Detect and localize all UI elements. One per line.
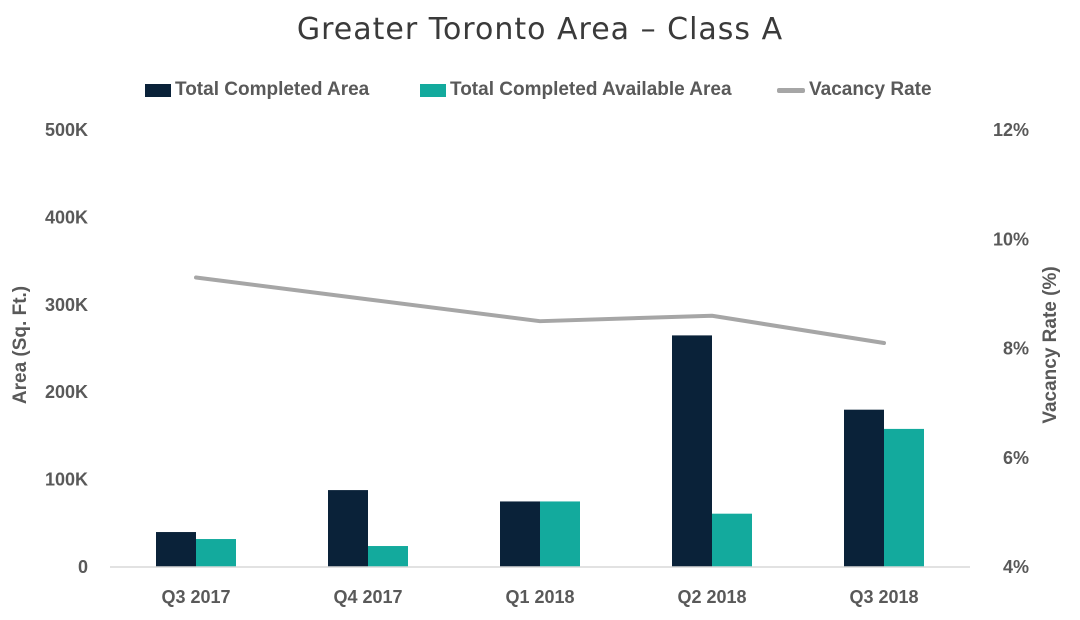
y-tick-label: 300K <box>45 295 88 315</box>
legend-label-vacancy: Vacancy Rate <box>809 79 932 100</box>
bar-total-completed <box>844 409 884 567</box>
y-tick-label: 200K <box>45 382 88 402</box>
left-axis-ticks: 0 100K 200K 300K 400K 500K <box>45 120 88 577</box>
legend-label-available: Total Completed Available Area <box>450 79 732 100</box>
x-tick-label: Q3 2017 <box>161 587 230 607</box>
y-tick-label: 100K <box>45 470 88 490</box>
y2-tick-label: 10% <box>993 229 1029 249</box>
chart-title: Greater Toronto Area – Class A <box>296 12 784 47</box>
x-tick-label: Q4 2017 <box>333 587 402 607</box>
bar-series <box>156 335 924 567</box>
bar-total-completed <box>156 532 196 567</box>
bar-total-completed <box>500 501 540 567</box>
bar-available <box>540 501 580 567</box>
x-tick-label: Q1 2018 <box>505 587 574 607</box>
y2-axis-title: Vacancy Rate (%) <box>1040 266 1061 423</box>
bar-total-completed <box>328 490 368 567</box>
y2-tick-label: 8% <box>1003 339 1029 359</box>
bar-available <box>884 428 924 567</box>
legend-item-available: Total Completed Available Area <box>420 78 732 102</box>
y-tick-label: 500K <box>45 120 88 140</box>
x-axis-ticks: Q3 2017 Q4 2017 Q1 2018 Q2 2018 Q3 2018 <box>161 587 918 607</box>
y2-tick-label: 4% <box>1003 557 1029 577</box>
chart-legend: Total Completed Area Total Completed Ava… <box>0 78 1080 102</box>
right-axis-ticks: 4% 6% 8% 10% 12% <box>993 120 1029 577</box>
y2-tick-label: 12% <box>993 120 1029 140</box>
legend-label-total-completed: Total Completed Area <box>175 79 370 100</box>
bar-available <box>196 539 236 567</box>
legend-item-total-completed: Total Completed Area <box>145 78 369 102</box>
vacancy-rate-series <box>194 275 886 346</box>
x-tick-label: Q2 2018 <box>677 587 746 607</box>
x-tick-label: Q3 2018 <box>849 587 918 607</box>
y-tick-label: 0 <box>78 557 88 577</box>
y-tick-label: 400K <box>45 207 88 227</box>
bar-total-completed <box>672 335 712 567</box>
legend-line-vacancy <box>777 87 805 93</box>
vacancy-rate-line <box>194 275 886 346</box>
bar-available <box>368 546 408 567</box>
legend-swatch-total-completed <box>145 83 171 97</box>
legend-item-vacancy: Vacancy Rate <box>777 78 932 102</box>
bar-available <box>712 513 752 567</box>
legend-swatch-available <box>420 83 446 97</box>
y-axis-title: Area (Sq. Ft.) <box>10 286 31 404</box>
y2-tick-label: 6% <box>1003 448 1029 468</box>
